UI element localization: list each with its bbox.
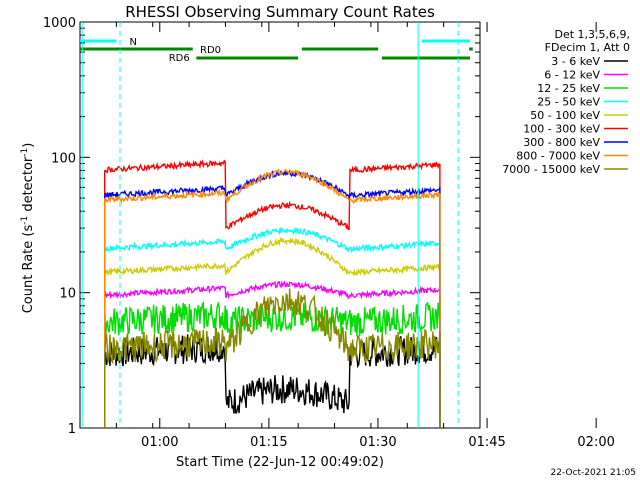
- x-tick-label: 01:45: [468, 435, 505, 450]
- series-line-7: [103, 169, 441, 428]
- series-line-8: [103, 168, 441, 428]
- legend-entry-label: 25 - 50 keV: [537, 96, 600, 109]
- series-line-3: [103, 300, 441, 428]
- series-line-9: [103, 288, 441, 428]
- series-line-5: [103, 236, 441, 428]
- x-tick-label: 01:00: [141, 435, 178, 450]
- series-line-1: [103, 334, 441, 428]
- legend-entry-label: 100 - 300 keV: [523, 123, 600, 136]
- chart-title: RHESSI Observing Summary Count Rates: [125, 3, 435, 21]
- y-axis-label: Count Rate (s-1 detector-1): [20, 143, 36, 314]
- flag-label-rd6: RD6: [169, 53, 190, 64]
- footer-timestamp: 22-Oct-2021 21:05: [551, 468, 636, 478]
- legend-entry-label: 12 - 25 keV: [537, 82, 600, 95]
- legend-entry-label: 6 - 12 keV: [544, 69, 600, 82]
- y-tick-label: 10: [59, 287, 76, 302]
- series-line-4: [103, 226, 441, 428]
- legend-header-line: FDecim 1, Att 0: [545, 41, 630, 54]
- flag-label-rd0: RD0: [200, 45, 221, 56]
- legend-entry-label: 800 - 7000 keV: [516, 150, 600, 163]
- y-tick-label: 1: [68, 422, 76, 437]
- legend-entry-label: 300 - 800 keV: [523, 136, 600, 149]
- x-tick-label: 02:00: [577, 435, 614, 450]
- y-tick-label: 100: [51, 151, 76, 166]
- x-tick-label: 01:30: [359, 435, 396, 450]
- legend: Det 1,3,5,6,9,FDecim 1, Att 03 - 6 keV6 …: [502, 28, 630, 176]
- legend-entry-label: 7000 - 15000 keV: [502, 163, 600, 176]
- x-axis-label: Start Time (22-Jun-12 00:49:02): [176, 455, 384, 470]
- legend-entry-label: 3 - 6 keV: [551, 55, 600, 68]
- series-line-6: [103, 159, 441, 428]
- y-tick-label: 1000: [43, 16, 76, 31]
- x-tick-label: 01:15: [250, 435, 287, 450]
- plot-area: 110100100001:0001:1501:3001:4502:0002:15…: [43, 16, 615, 450]
- series-line-2: [103, 280, 441, 428]
- flag-label-n: N: [129, 37, 136, 48]
- legend-entry-label: 50 - 100 keV: [530, 109, 600, 122]
- legend-header-line: Det 1,3,5,6,9,: [554, 28, 630, 41]
- plot-frame: [79, 21, 481, 429]
